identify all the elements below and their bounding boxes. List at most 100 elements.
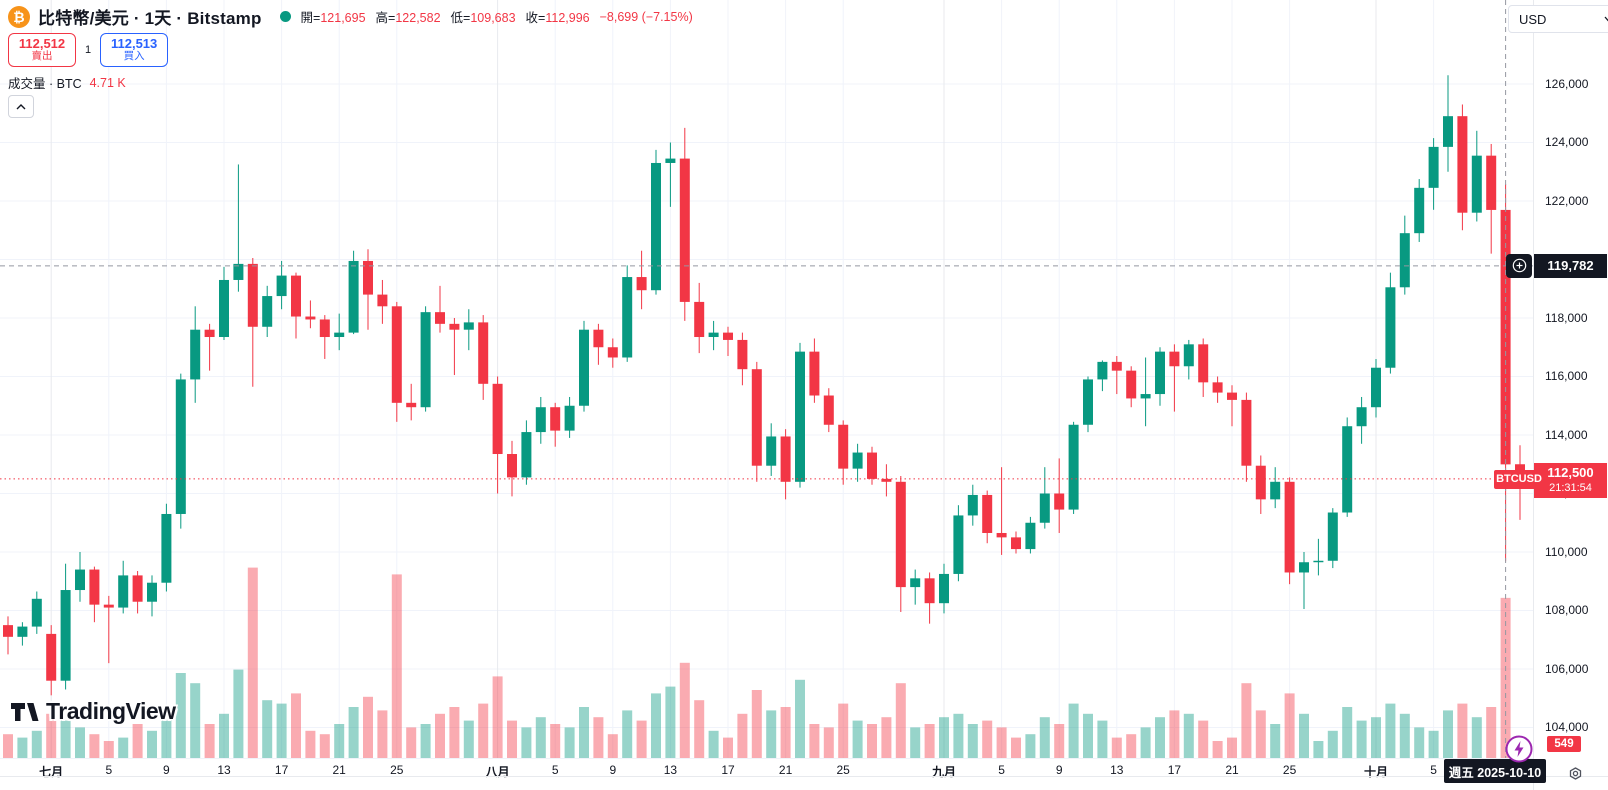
- time-tick-label: 13: [217, 763, 231, 777]
- candle-body: [132, 575, 143, 602]
- sell-label: 賣出: [31, 50, 53, 63]
- candle-body: [737, 339, 748, 370]
- add-alert-plus-icon[interactable]: [1506, 253, 1532, 278]
- currency-selector[interactable]: USD: [1508, 5, 1608, 33]
- candle-body: [1126, 370, 1137, 399]
- volume-label[interactable]: 成交量 · BTC: [8, 77, 82, 91]
- volume-bar: [46, 713, 57, 758]
- tradingview-mark-icon: [10, 701, 40, 722]
- time-tick-label: 25: [1282, 763, 1297, 777]
- buy-button[interactable]: 112,513 買入: [100, 33, 169, 67]
- volume-bar: [334, 724, 345, 758]
- low-value: 109,683: [470, 11, 516, 25]
- candle-body: [435, 312, 445, 324]
- volume-bar: [204, 724, 215, 758]
- candle-body: [1342, 426, 1353, 513]
- low-label: 低=: [450, 11, 471, 25]
- last-price-value: 112,500: [1547, 465, 1594, 481]
- collapse-pane-button[interactable]: [8, 95, 34, 118]
- volume-bar: [795, 679, 805, 758]
- volume-bar: [1414, 727, 1425, 758]
- volume-bar: [1443, 710, 1453, 758]
- time-tick-label: 13: [1110, 763, 1124, 777]
- candle-body: [564, 405, 575, 431]
- candle-body: [1011, 537, 1021, 550]
- volume-bar: [1255, 710, 1266, 758]
- sell-button[interactable]: 112,512 賣出: [8, 33, 76, 67]
- candle-body: [507, 454, 517, 478]
- time-tick-label: 25: [836, 763, 850, 777]
- volume-bar: [1198, 720, 1209, 758]
- volume-bar: [118, 737, 129, 758]
- candle-body: [103, 604, 114, 608]
- candle-body: [795, 351, 805, 482]
- volume-bar: [147, 730, 157, 758]
- settings-gear-icon[interactable]: [1566, 764, 1585, 788]
- time-tick-label: 5: [551, 763, 559, 777]
- candle-body: [247, 263, 258, 327]
- candle-body: [1039, 493, 1050, 523]
- volume-bar: [291, 693, 301, 758]
- candle-body: [723, 332, 733, 340]
- volume-bar: [579, 707, 589, 758]
- candle-body: [1025, 522, 1036, 550]
- candle-body: [521, 432, 532, 478]
- candle-body: [204, 329, 215, 338]
- volume-bar: [982, 720, 993, 758]
- volume-bar: [363, 696, 373, 758]
- instant-order-lightning-icon[interactable]: [1504, 734, 1534, 769]
- live-status-icon: [279, 11, 291, 22]
- candle-body: [867, 452, 877, 479]
- candle-body: [751, 369, 762, 466]
- volume-bar: [1428, 730, 1439, 758]
- volume-bar: [881, 717, 892, 758]
- volume-bar: [1270, 724, 1281, 758]
- crosshair-date-badge: 週五 2025-10-10: [1444, 759, 1546, 783]
- time-tick-label: 十月: [1363, 765, 1389, 779]
- candle-body: [276, 275, 287, 297]
- candle-body: [233, 263, 244, 280]
- time-tick-label: 17: [721, 763, 735, 777]
- time-tick-label: 17: [1167, 763, 1182, 777]
- candle-body: [147, 582, 157, 602]
- candle-body: [463, 322, 474, 330]
- volume-bar: [463, 720, 474, 758]
- price-axis[interactable]: 126,000124,000122,000120,000118,000116,0…: [1533, 0, 1608, 790]
- volume-bar: [1068, 703, 1079, 758]
- candle-body: [75, 569, 85, 591]
- volume-bar: [276, 703, 287, 758]
- candle-body: [291, 275, 301, 317]
- chevron-down-icon: [1604, 16, 1608, 22]
- price-chart[interactable]: [0, 0, 1533, 790]
- candle-body: [1198, 344, 1209, 383]
- countdown-timer: 21:31:54: [1549, 481, 1592, 494]
- volume-bar: [1457, 703, 1468, 758]
- candle-body: [1299, 562, 1309, 573]
- volume-bar: [622, 710, 633, 758]
- chart-header: ₿ 比特幣/美元 · 1天 · Bitstamp 開=121,695 高=122…: [8, 4, 693, 29]
- candle-body: [622, 277, 633, 358]
- candle-body: [391, 306, 402, 403]
- price-tick-label: 106,000: [1545, 661, 1589, 676]
- candle-body: [665, 158, 676, 163]
- candle-body: [953, 515, 964, 574]
- volume-bar: [1083, 713, 1093, 758]
- candle-body: [3, 625, 13, 637]
- volume-bar: [967, 724, 978, 758]
- price-tick-label: 114,000: [1545, 427, 1588, 442]
- time-axis[interactable]: 七月 5 9 13 17 21 25 八月 5 9 13 17 21 25 九月 5 9 13 17 21 25 十月 5: [0, 758, 1533, 790]
- volume-bar: [679, 662, 690, 758]
- time-tick-label: 七月: [39, 765, 64, 779]
- time-tick-label: 13: [663, 763, 678, 777]
- volume-bar: [939, 717, 949, 758]
- volume-bar: [1399, 713, 1410, 758]
- last-volume-badge: 549: [1547, 736, 1581, 752]
- volume-bar: [1039, 717, 1050, 758]
- candle-body: [319, 319, 330, 338]
- volume-bar: [1342, 707, 1353, 758]
- symbol-title[interactable]: 比特幣/美元 · 1天 · Bitstamp: [38, 9, 262, 28]
- volume-bar: [391, 574, 402, 758]
- time-tick-label: 九月: [931, 765, 957, 779]
- tradingview-logo[interactable]: TradingView: [10, 698, 176, 725]
